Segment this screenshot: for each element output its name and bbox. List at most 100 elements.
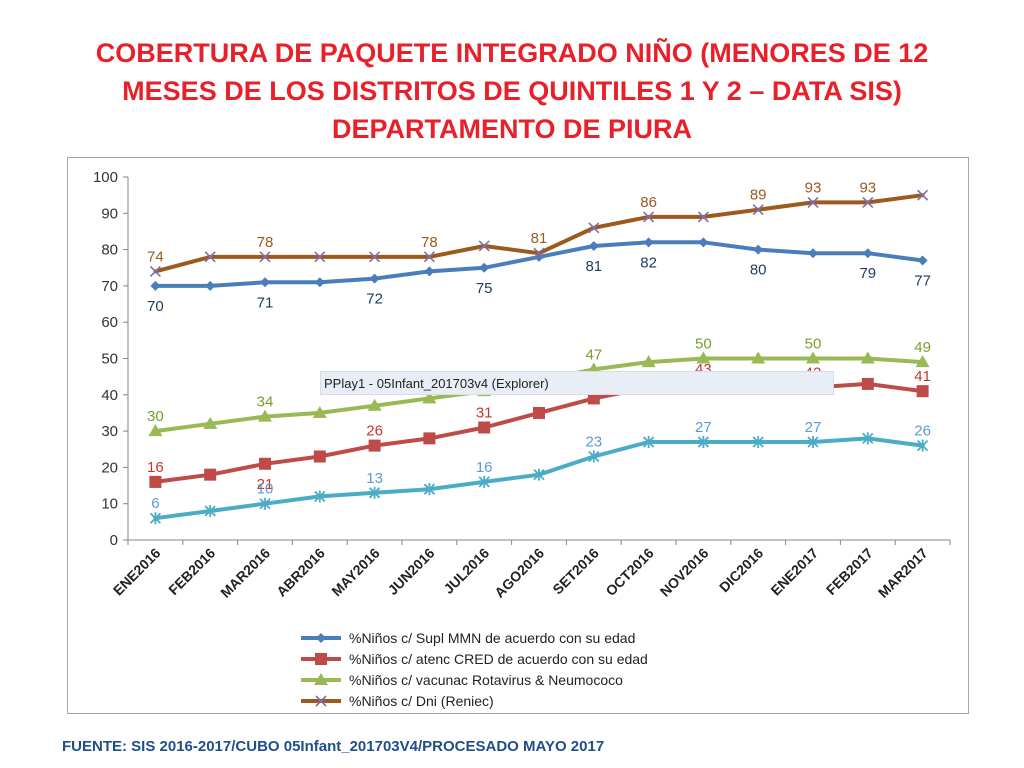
data-label: 10 (257, 481, 274, 498)
x-tick-label: JUN2016 (384, 545, 437, 598)
legend-label: %Niños c/ vacunac Rotavirus & Neumococo (349, 672, 623, 688)
y-tick-label: 50 (101, 351, 118, 368)
data-label: 81 (531, 230, 548, 247)
y-tick-label: 70 (101, 278, 118, 295)
data-point-4 (423, 251, 435, 263)
data-label: 82 (640, 254, 657, 271)
data-point-5 (204, 504, 216, 517)
data-point-1 (643, 237, 654, 248)
data-label: 74 (147, 248, 164, 265)
data-point-5 (642, 435, 655, 448)
data-label: 31 (476, 404, 493, 421)
x-tick-label: MAY2016 (328, 545, 383, 600)
data-point-2 (368, 439, 381, 452)
data-point-2 (149, 475, 162, 488)
data-point-5 (478, 475, 490, 488)
data-point-3 (641, 355, 656, 368)
data-point-4 (752, 204, 764, 216)
data-label: 93 (859, 179, 876, 196)
legend-marker (314, 673, 328, 685)
data-point-3 (422, 391, 437, 404)
data-point-1 (260, 277, 270, 288)
x-tick-label: DIC2016 (716, 545, 767, 596)
data-point-4 (314, 251, 326, 263)
legend-marker (316, 633, 326, 643)
data-point-4 (369, 251, 381, 263)
data-label: 79 (859, 265, 876, 282)
x-tick-label: NOV2016 (657, 545, 712, 600)
data-point-2 (861, 377, 874, 390)
data-point-5 (588, 450, 600, 463)
source-note: FUENTE: SIS 2016-2017/CUBO 05Infant_2017… (62, 738, 605, 755)
data-label: 16 (476, 459, 493, 476)
slide-title: COBERTURA DE PAQUETE INTEGRADO NIÑO (MEN… (40, 34, 984, 148)
data-label: 34 (257, 394, 274, 411)
data-label: 41 (914, 368, 931, 385)
data-label: 23 (585, 434, 602, 451)
data-label: 80 (750, 262, 767, 279)
chart-frame: 0 10 20 30 40 50 60 70 80 90 100 ENE2016 FEB2016 MAR2… (67, 157, 969, 714)
x-tick-label: SET2016 (549, 545, 602, 598)
legend-marker (315, 653, 327, 665)
data-label: 70 (147, 298, 164, 315)
x-tick-label: MAR2016 (217, 545, 273, 601)
data-label: 71 (257, 294, 274, 311)
data-label: 16 (147, 459, 164, 476)
data-point-1 (917, 255, 928, 266)
data-point-4 (478, 240, 490, 252)
data-label: 78 (257, 234, 274, 251)
data-point-1 (150, 280, 161, 291)
data-point-4 (533, 247, 545, 259)
data-label: 72 (366, 291, 383, 308)
data-label: 89 (750, 187, 767, 204)
title-line-3: DEPARTAMENTO DE PIURA (331, 114, 693, 144)
data-label: 27 (805, 419, 822, 436)
data-point-5 (259, 497, 271, 510)
data-point-5 (368, 486, 381, 499)
legend-label: %Niños c/ Dni (Reniec) (349, 693, 494, 709)
data-point-5 (314, 490, 326, 503)
data-point-4 (259, 251, 271, 263)
data-label: 30 (147, 408, 164, 425)
x-tick-label: MAR2017 (875, 545, 931, 601)
data-label: 77 (914, 272, 931, 289)
data-label: 47 (585, 346, 602, 363)
x-tick-label: ABR2016 (273, 545, 328, 600)
data-label: 49 (914, 339, 931, 356)
data-point-3 (860, 351, 875, 364)
data-point-2 (533, 406, 545, 419)
data-point-2 (313, 450, 326, 463)
data-point-5 (697, 435, 710, 448)
data-point-4 (204, 251, 216, 263)
data-point-1 (479, 262, 490, 273)
y-tick-label: 10 (101, 496, 118, 513)
title-line-1: COBERTURA DE PAQUETE INTEGRADO NIÑO (MEN… (95, 38, 929, 68)
data-point-2 (587, 392, 600, 405)
x-tick-label: AGO2016 (491, 545, 547, 601)
data-label: 93 (805, 179, 822, 196)
x-tick-label: FEB2016 (165, 545, 218, 598)
data-point-2 (259, 457, 271, 470)
data-point-1 (314, 277, 325, 288)
y-tick-label: 80 (101, 242, 118, 259)
data-point-1 (424, 266, 435, 277)
title-line-2: MESES DE LOS DISTRITOS DE QUINTILES 1 Y … (122, 76, 902, 106)
y-tick-label: 90 (101, 205, 118, 222)
data-label: 81 (585, 258, 602, 275)
data-point-3 (806, 351, 820, 364)
data-point-1 (588, 240, 599, 251)
data-point-2 (204, 468, 217, 481)
data-label: 86 (640, 194, 657, 211)
data-point-3 (258, 409, 272, 422)
y-tick-label: 20 (101, 459, 118, 476)
data-point-5 (149, 512, 162, 525)
data-label: 21 (257, 476, 274, 493)
legend-label: %Niños c/ Supl MMN de acuerdo con su eda… (349, 630, 635, 646)
y-tick-label: 60 (101, 314, 118, 331)
tooltip-text: PPlay1 - 05Infant_201703v4 (Explorer) (324, 376, 549, 391)
y-tick-label: 0 (110, 532, 118, 549)
data-point-1 (369, 273, 380, 284)
legend-marker (315, 695, 327, 707)
data-point-5 (916, 439, 929, 452)
